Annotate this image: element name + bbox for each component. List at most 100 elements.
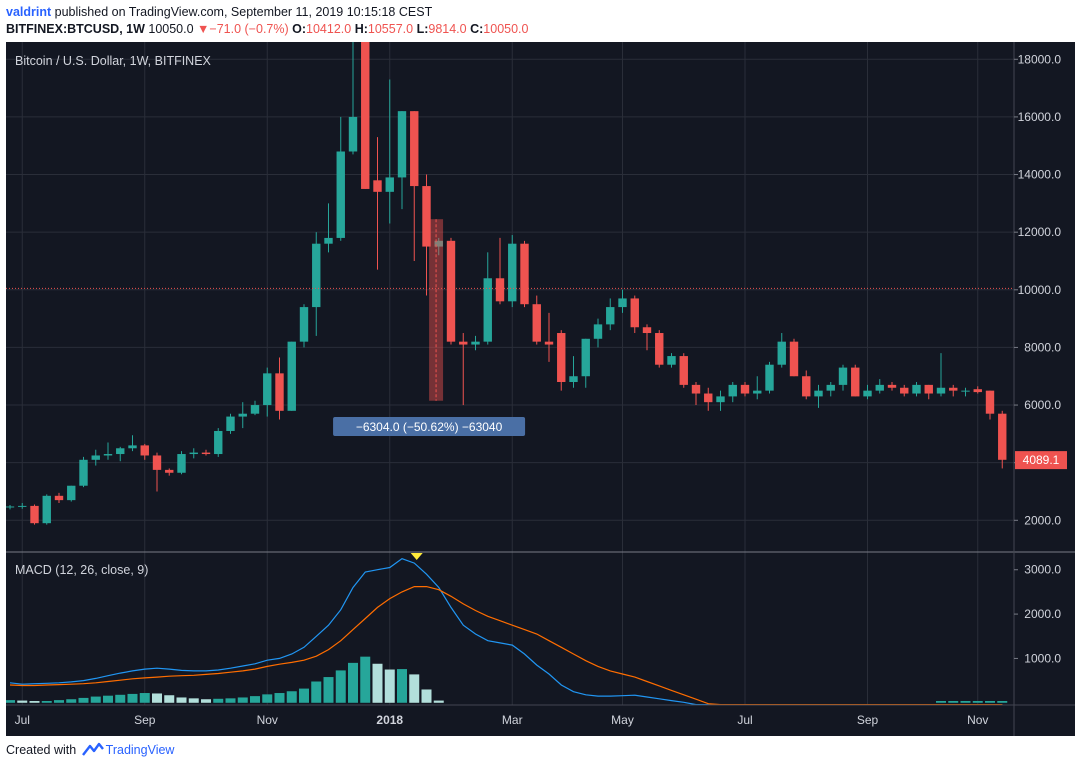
macd-histogram-bar <box>225 698 236 703</box>
overlays-group: −6304.0 (−50.62%) −63040 <box>6 219 1014 436</box>
macd-histogram-bar <box>409 674 420 703</box>
macd-histogram-bar <box>164 695 175 703</box>
macd-histogram-bar <box>188 698 199 703</box>
candle-body <box>128 445 137 449</box>
candle-body <box>961 390 970 392</box>
close-value: 10050.0 <box>483 22 529 36</box>
candle-body <box>679 356 688 385</box>
candle-body <box>618 298 627 308</box>
crossover-marker-icon <box>410 553 423 560</box>
author-name[interactable]: valdrint <box>6 5 52 19</box>
candle-body <box>924 384 933 394</box>
chart-background <box>6 42 1075 736</box>
macd-histogram-bar <box>936 701 946 703</box>
candle-body <box>189 452 198 455</box>
macd-tick-label: 1000.0 <box>1024 651 1061 665</box>
macd-histogram-bar <box>103 695 113 703</box>
y-tick-label: 14000.0 <box>1018 168 1062 182</box>
axes-group: JulSepNov2018MarMayJulSepNov2000.04000.0… <box>15 52 1067 727</box>
y-tick-label: 12000.0 <box>1018 225 1062 239</box>
low-value: 9814.0 <box>428 22 467 36</box>
macd-histogram-bar <box>335 670 346 703</box>
candle-body <box>165 469 174 473</box>
macd-histogram-bar <box>152 693 162 703</box>
tradingview-logo-icon <box>81 742 104 759</box>
candle-body <box>826 384 835 391</box>
open-value: 10412.0 <box>306 22 352 36</box>
candle-body <box>324 237 333 244</box>
candle-body <box>140 445 149 456</box>
macd-histogram-bar <box>127 693 138 703</box>
candle-body <box>471 341 480 345</box>
high-value: 10557.0 <box>367 22 414 36</box>
macd-histogram-bar <box>139 693 150 703</box>
candle-body <box>397 111 407 178</box>
x-tick-label: Mar <box>502 713 523 727</box>
x-tick-label: Jul <box>15 713 30 727</box>
macd-histogram-bar <box>384 669 395 703</box>
macd-tick-label: 2000.0 <box>1024 607 1061 621</box>
macd-histogram-bar <box>54 700 64 703</box>
candle-body <box>348 116 358 152</box>
macd-histogram-bar <box>286 691 297 703</box>
candle-body <box>777 341 786 365</box>
last-price: 10050.0 <box>148 22 194 36</box>
candle-body <box>765 364 774 391</box>
candle-body <box>18 505 27 507</box>
candle-body <box>422 186 431 247</box>
last-price-tag <box>1015 451 1067 470</box>
candle-body <box>789 341 799 377</box>
candle-body <box>263 373 272 406</box>
candle-body <box>287 341 296 411</box>
x-tick-label: May <box>611 713 634 727</box>
candle-body <box>312 243 321 308</box>
candle-body <box>875 384 884 391</box>
publish-info: valdrint published on TradingView.com, S… <box>6 5 432 19</box>
measure-label-box <box>333 417 526 436</box>
symbol-line: BITFINEX:BTCUSD, 1W 10050.0 ▼−71.0 (−0.7… <box>6 22 528 36</box>
candle-body <box>520 243 529 305</box>
candle-body <box>434 240 443 247</box>
candle-body <box>936 387 946 394</box>
candles-group <box>6 42 1007 525</box>
macd-tick-label: 3000.0 <box>1024 563 1061 577</box>
macd-histogram-bar <box>66 699 77 703</box>
candle-body <box>949 387 958 391</box>
published-text: published on TradingView.com, September … <box>54 5 433 19</box>
macd-histogram-bar <box>421 689 432 703</box>
tradingview-brand[interactable]: TradingView <box>105 742 175 757</box>
candle-body <box>446 240 456 342</box>
candle-body <box>667 356 676 365</box>
y-tick-label: 2000.0 <box>1024 513 1061 527</box>
candle-body <box>30 505 39 524</box>
candle-body <box>6 506 15 508</box>
chart-canvas[interactable]: −6304.0 (−50.62%) −63040 Jul Sep Nov 2018 Ma… <box>6 42 1075 736</box>
low-label: L: <box>416 22 429 36</box>
created-with-text: Created with <box>6 742 77 757</box>
macd-histogram-bar <box>78 697 89 703</box>
candle-body <box>459 341 468 345</box>
macd-histogram-bar <box>397 669 407 703</box>
x-tick-label: Nov <box>967 713 988 727</box>
macd-histogram-bar <box>262 694 273 703</box>
candle-body <box>483 278 492 342</box>
candle-body <box>495 278 505 302</box>
candle-body <box>42 495 51 524</box>
candle-body <box>410 111 419 187</box>
candle-body <box>336 151 345 238</box>
macd-title: MACD (12, 26, close, 9) <box>15 563 148 577</box>
candle-body <box>226 416 235 431</box>
candle-body <box>704 393 713 403</box>
y-tick-label: 6000.0 <box>1024 398 1061 412</box>
candle-body <box>716 396 725 403</box>
y-tick-label: 8000.0 <box>1024 340 1061 354</box>
change-value: −71.0 (−0.7%) <box>209 22 289 36</box>
macd-histogram-bar <box>311 681 322 703</box>
macd-histogram-bar <box>299 688 309 703</box>
candle-body <box>838 367 848 385</box>
macd-histogram-bar <box>348 662 358 703</box>
y-tick-label: 18000.0 <box>1018 52 1062 66</box>
y-tick-label: 10000.0 <box>1018 283 1062 297</box>
macd-histogram-bar <box>960 701 971 703</box>
candle-body <box>569 376 578 382</box>
